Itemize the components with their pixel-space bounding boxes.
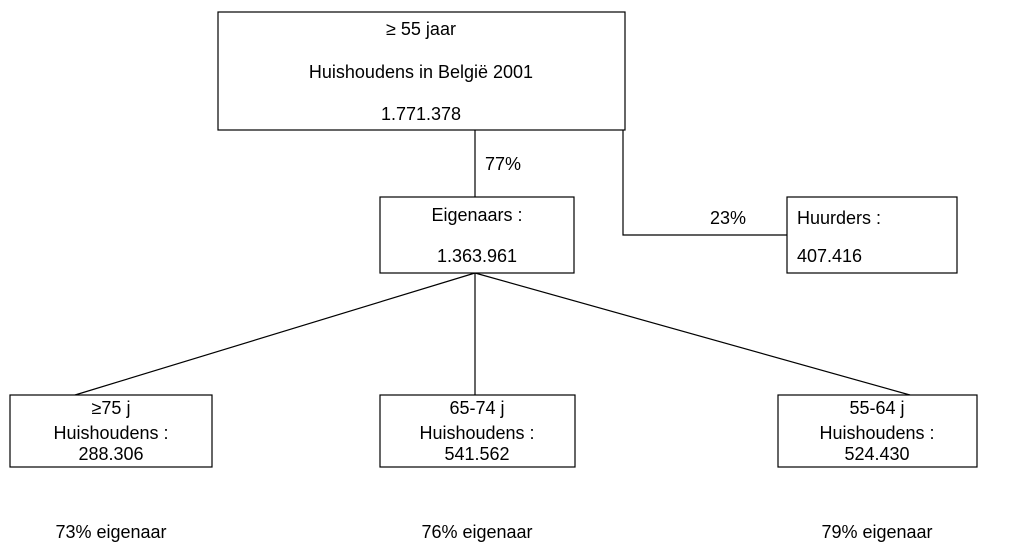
node-text: 524.430 [844, 444, 909, 464]
node-box [777, 394, 978, 468]
node-box [786, 196, 958, 274]
node-note: 79% eigenaar [821, 522, 932, 542]
edge [474, 272, 911, 396]
node-box [379, 196, 575, 274]
edge [622, 130, 787, 236]
node-text: 407.416 [797, 246, 862, 266]
node-text: 288.306 [78, 444, 143, 464]
node-text: Huishoudens in België 2001 [309, 62, 533, 82]
node-note: 73% eigenaar [55, 522, 166, 542]
edge [74, 272, 476, 396]
node-box [379, 394, 576, 468]
node-text: 55-64 j [849, 398, 904, 418]
node-text: 65-74 j [449, 398, 504, 418]
node-text: Eigenaars : [431, 205, 522, 225]
node-text: 1.363.961 [437, 246, 517, 266]
edge-label: 23% [710, 208, 746, 228]
node-text: ≥75 j [92, 398, 131, 418]
node-note: 76% eigenaar [421, 522, 532, 542]
node-box [217, 11, 626, 131]
node-box [9, 394, 213, 468]
node-text: Huishoudens : [419, 423, 534, 443]
node-text: Huishoudens : [53, 423, 168, 443]
node-text: Huishoudens : [819, 423, 934, 443]
node-text: 1.771.378 [381, 104, 461, 124]
node-text: 541.562 [444, 444, 509, 464]
edge-label: 77% [485, 154, 521, 174]
node-text: ≥ 55 jaar [386, 19, 456, 39]
node-text: Huurders : [797, 208, 881, 228]
